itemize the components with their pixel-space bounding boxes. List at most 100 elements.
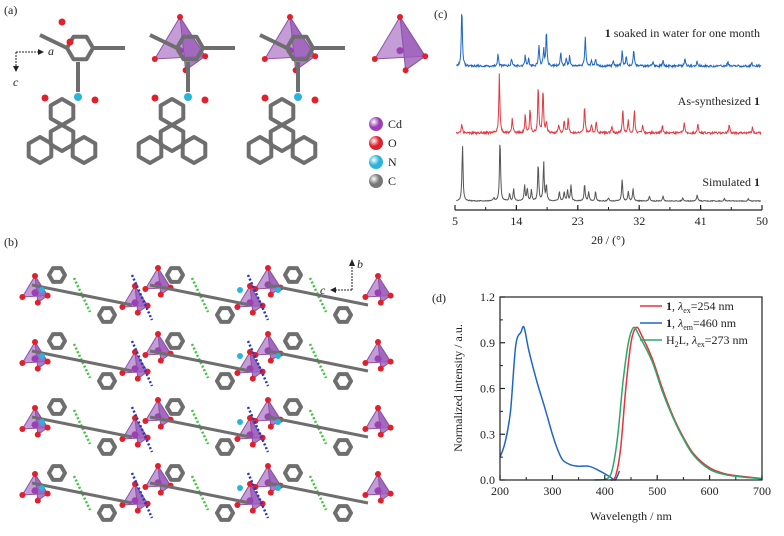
carbon-ring: [165, 332, 185, 350]
oxygen-atom: [362, 426, 369, 432]
legend-label-3: H2L, λex=273 nm: [666, 333, 749, 349]
oxygen-atom: [119, 502, 126, 508]
oxygen-atom: [249, 375, 256, 382]
oxygen-atom: [157, 423, 164, 430]
carbon-ring: [283, 398, 303, 416]
cd-polyhedron-face: [249, 285, 264, 314]
label-bold: 1: [754, 94, 760, 108]
carbon-ring: [283, 332, 303, 350]
ligand-bond: [31, 415, 133, 439]
pxrd-series-3: [456, 144, 762, 203]
carbon-ring: [165, 266, 185, 284]
hydrogen-bond-blue: [246, 406, 270, 453]
atom-n-icon: [369, 155, 383, 169]
cadmium-atom: [131, 365, 139, 373]
oxygen-atom: [142, 352, 149, 358]
y-axis-label: Normalized intensity / a.u.: [451, 324, 465, 452]
panel-b-label: (b): [4, 235, 18, 249]
panel-d-label: (d): [432, 291, 446, 305]
ligand-bond: [149, 283, 251, 307]
oxygen-atom: [234, 370, 241, 376]
nitrogen-atom: [39, 287, 45, 293]
oxygen-atom: [19, 426, 26, 432]
oxygen-atom: [249, 309, 256, 316]
oxygen-atom: [265, 331, 271, 337]
panel-c-pxrd-chart: (c) 1 soaked in water for one month As-sy…: [434, 7, 768, 247]
oxygen-atom: [234, 502, 241, 508]
cd-polyhedron-face: [249, 483, 264, 512]
label-rest: soaked in water for one month: [611, 26, 760, 40]
series-label-3: Simulated 1: [702, 175, 760, 189]
oxygen-atom: [375, 405, 381, 411]
label-suffix: =273 nm: [705, 333, 749, 347]
legend-label-o: O: [388, 136, 397, 150]
oxygen-atom: [32, 339, 38, 345]
nitrogen-atom: [237, 419, 243, 425]
legend-label-n: N: [388, 155, 397, 169]
oxygen-atom: [34, 497, 41, 504]
arrow-right-icon: [38, 49, 44, 55]
cadmium-atom: [31, 355, 39, 363]
oxygen-atom: [387, 358, 394, 365]
carbon-ring: [97, 504, 117, 522]
label-lambda: , λ: [672, 299, 683, 313]
nitrogen-atom: [294, 93, 302, 101]
oxygen-atom: [157, 357, 164, 364]
oxygen-atom: [91, 96, 99, 104]
oxygen-atom: [247, 349, 253, 355]
oxygen-atom: [119, 304, 126, 310]
nitrogen-atom: [275, 353, 281, 359]
carbon-ring: [215, 438, 235, 456]
oxygen-atom: [362, 294, 369, 300]
oxygen-atom: [265, 463, 271, 469]
nitrogen-atom: [275, 287, 281, 293]
oxygen-atom: [151, 56, 158, 62]
carbon-ring: [333, 438, 353, 456]
oxygen-atom: [234, 436, 241, 442]
oxygen-atom: [134, 375, 141, 382]
x-tick-label: 500: [648, 484, 666, 498]
oxygen-atom: [261, 94, 269, 102]
oxygen-atom: [134, 441, 141, 448]
hydrogen-bond-blue: [130, 340, 154, 387]
axis-label-c: c: [320, 283, 326, 297]
oxygen-atom: [267, 357, 274, 364]
label-lambda: , λ: [686, 333, 697, 347]
oxygen-atom: [151, 94, 159, 102]
cadmium-atom: [374, 421, 382, 429]
oxygen-atom: [311, 96, 319, 104]
oxygen-atom: [377, 365, 384, 372]
label-subscript: 2: [675, 340, 679, 349]
axis-label-c: c: [13, 75, 19, 89]
cadmium-atom: [31, 289, 39, 297]
x-tick-label: 23: [572, 214, 584, 228]
bond: [259, 33, 288, 50]
atom-legend: Cd ONC: [369, 117, 402, 188]
label-bold: 1: [605, 26, 611, 40]
label-bold: 1: [666, 299, 672, 313]
carbon-ring: [47, 398, 67, 416]
bond: [149, 33, 178, 50]
series-label-1: 1 soaked in water for one month: [605, 26, 760, 40]
y-tick-label: 0.0: [480, 473, 495, 487]
legend-label-cd: Cd: [388, 117, 402, 131]
ligand-bond: [267, 415, 369, 439]
ligand-bond: [267, 481, 369, 505]
cadmium-atom: [374, 289, 382, 297]
axis-indicator-b: b c: [320, 257, 363, 297]
cd-polyhedron-face: [377, 341, 392, 370]
oxygen-atom: [19, 492, 26, 498]
cadmium-atom: [131, 431, 139, 439]
cadmium-atom: [374, 355, 382, 363]
carbon-ring: [268, 97, 296, 127]
label-rest: Simulated: [702, 175, 754, 189]
oxygen-atom: [32, 273, 38, 279]
oxygen-atom: [44, 358, 51, 365]
ligand-bond: [149, 349, 251, 373]
nitrogen-atom: [275, 485, 281, 491]
legend-label-2: 1, λem=460 nm: [666, 316, 737, 332]
oxygen-atom: [201, 96, 209, 104]
oxygen-atom: [202, 53, 209, 60]
carbon-ring: [333, 504, 353, 522]
carbon-ring: [290, 135, 318, 165]
